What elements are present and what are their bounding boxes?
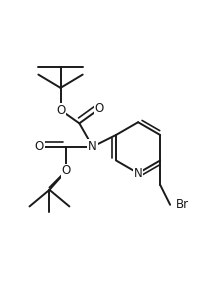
Text: O: O — [95, 102, 104, 116]
Text: Br: Br — [176, 198, 189, 211]
Text: N: N — [134, 167, 142, 180]
Text: O: O — [62, 164, 71, 178]
Text: N: N — [88, 140, 97, 153]
Text: O: O — [56, 104, 65, 116]
Text: O: O — [35, 140, 44, 153]
